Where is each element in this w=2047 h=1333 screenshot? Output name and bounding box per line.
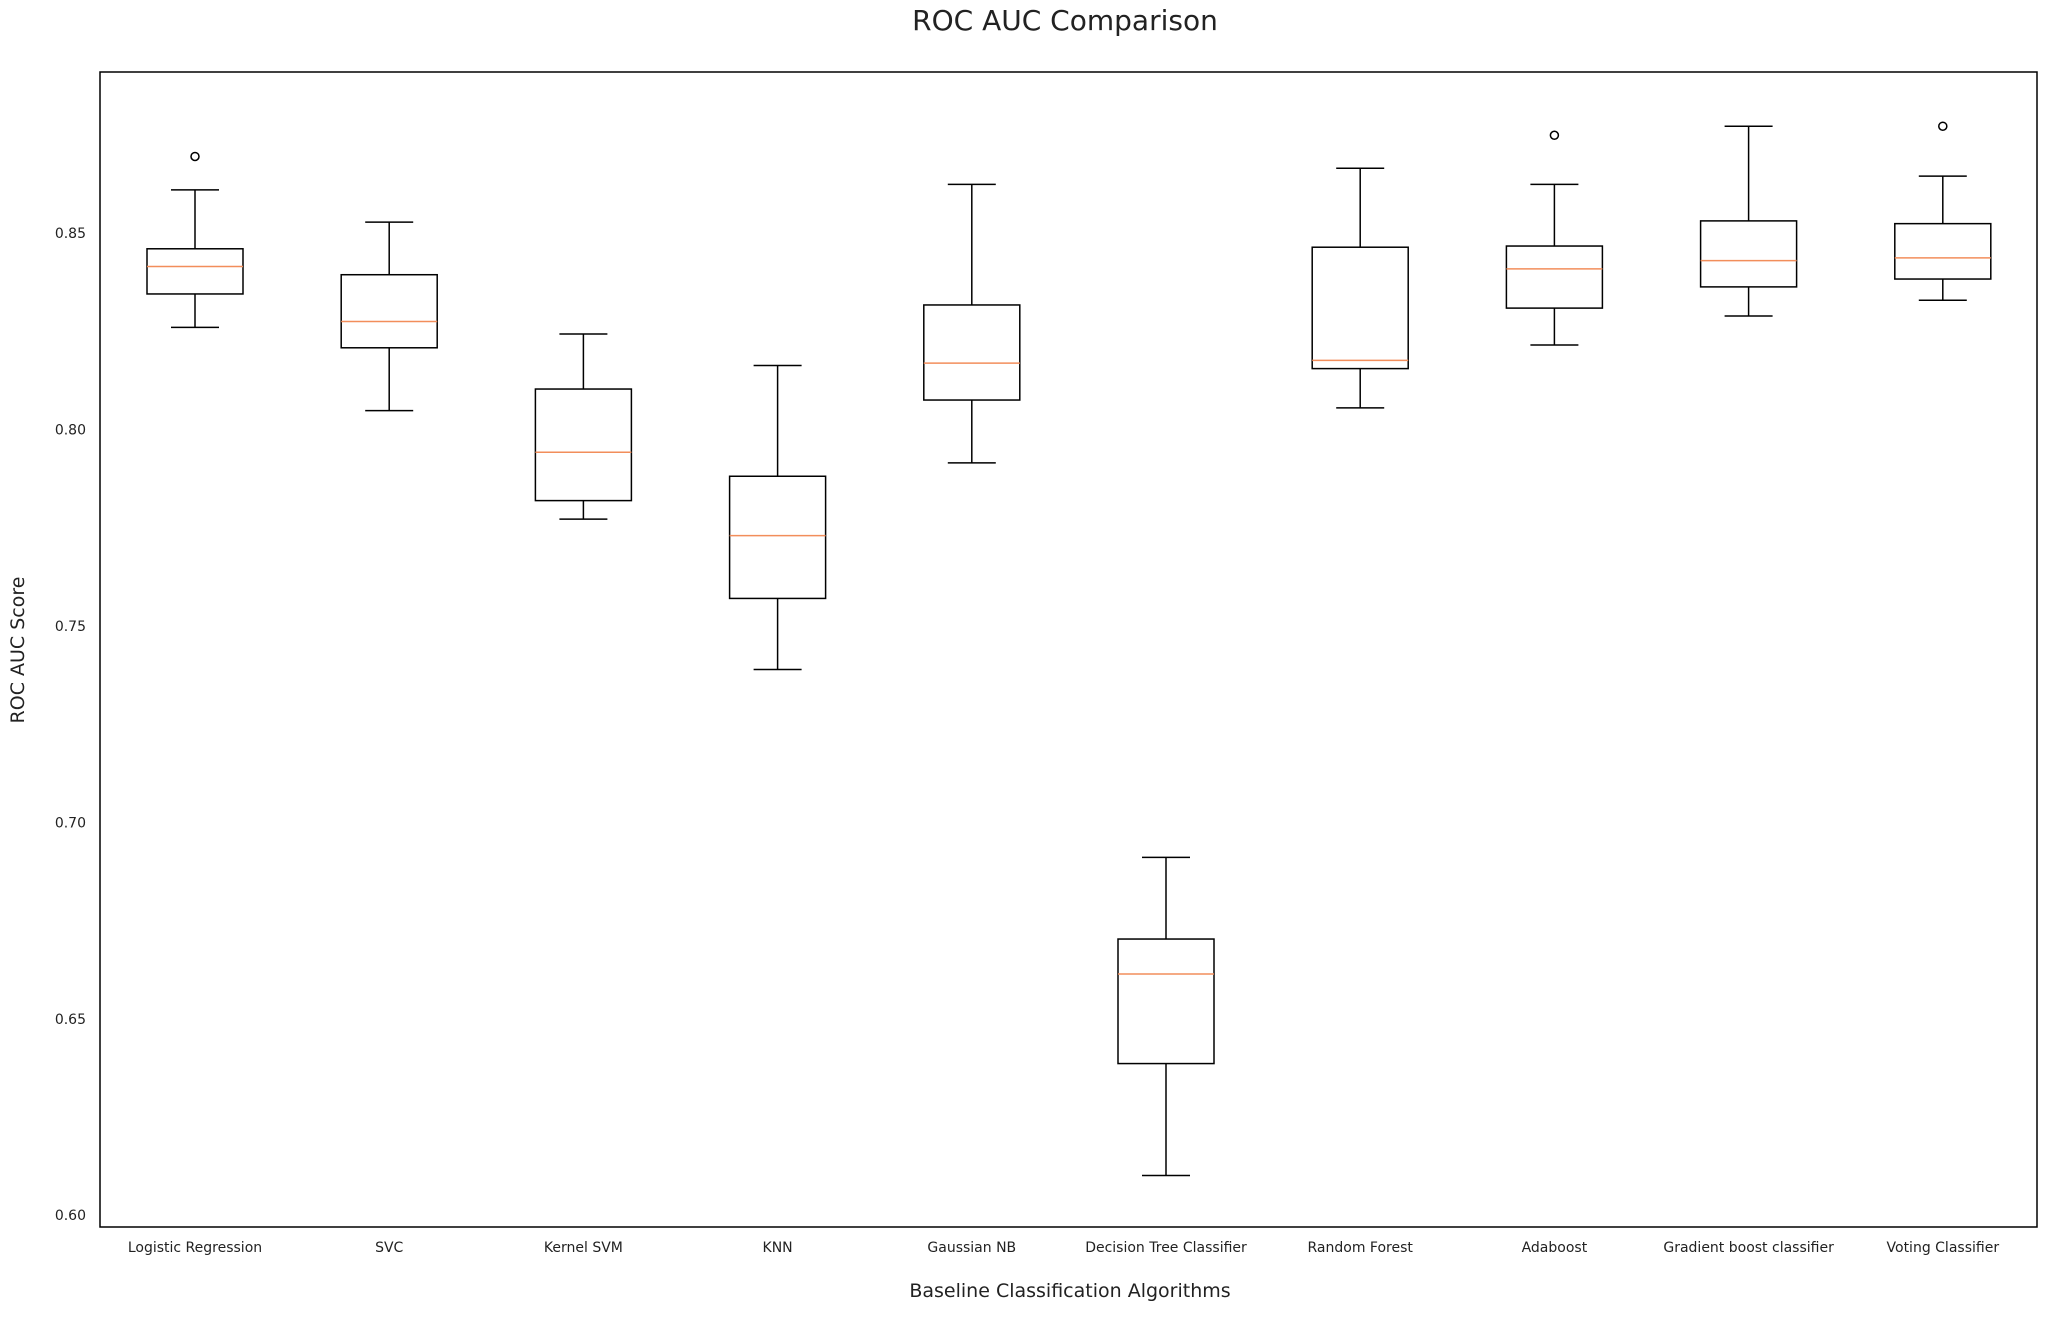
iqr-box — [728, 475, 827, 600]
y-tick-label: 0.85 — [55, 226, 86, 242]
box-group — [728, 364, 827, 671]
x-tick-label: Random Forest — [1308, 1240, 1414, 1256]
plot-frame — [99, 71, 2038, 1228]
x-tick-label: Logistic Regression — [128, 1240, 262, 1256]
box-group — [923, 183, 1021, 464]
plot-area — [146, 121, 1992, 1177]
iqr-box — [1699, 220, 1798, 288]
box-group — [534, 333, 633, 520]
x-tick-label: Gradient boost classifier — [1663, 1240, 1834, 1256]
box-group — [1311, 167, 1409, 409]
x-axis: Logistic Regression SVC Kernel SVM KNN Gauss… — [128, 1240, 1999, 1256]
iqr-box — [1117, 938, 1215, 1065]
iqr-box — [340, 273, 438, 349]
box-group — [1699, 125, 1798, 317]
box-group — [1894, 121, 1992, 301]
x-axis-label: Baseline Classification Algorithms — [909, 1280, 1230, 1302]
iqr-box — [1505, 245, 1604, 309]
outlier-point — [1938, 121, 1948, 131]
x-tick-label: Adaboost — [1522, 1240, 1588, 1256]
x-tick-label: Gaussian NB — [927, 1240, 1016, 1256]
iqr-box — [534, 388, 633, 502]
iqr-box — [146, 248, 244, 295]
iqr-box — [1311, 246, 1409, 370]
y-tick-label: 0.80 — [55, 423, 86, 439]
x-tick-label: SVC — [375, 1240, 403, 1256]
x-tick-label: KNN — [763, 1240, 793, 1256]
x-tick-label: Kernel SVM — [544, 1240, 623, 1256]
x-tick-label: Voting Classifier — [1887, 1240, 2000, 1256]
iqr-box — [923, 304, 1021, 401]
x-tick-label: Decision Tree Classifier — [1085, 1240, 1247, 1256]
outlier-point — [190, 151, 200, 162]
box-group — [1117, 856, 1215, 1177]
box-group — [340, 221, 438, 412]
outlier-point — [1549, 130, 1560, 140]
y-tick-label: 0.75 — [55, 619, 86, 635]
iqr-box — [1894, 222, 1992, 280]
y-tick-label: 0.65 — [55, 1012, 86, 1028]
box-group — [1505, 130, 1604, 346]
box-group — [146, 151, 244, 329]
chart-title: ROC AUC Comparison — [912, 4, 1218, 37]
y-tick-label: 0.60 — [55, 1208, 86, 1224]
y-tick-label: 0.70 — [55, 815, 86, 831]
y-axis: 0.60 0.65 0.70 0.75 0.80 0.85 — [55, 226, 86, 1224]
y-axis-label: ROC AUC Score — [7, 577, 29, 724]
